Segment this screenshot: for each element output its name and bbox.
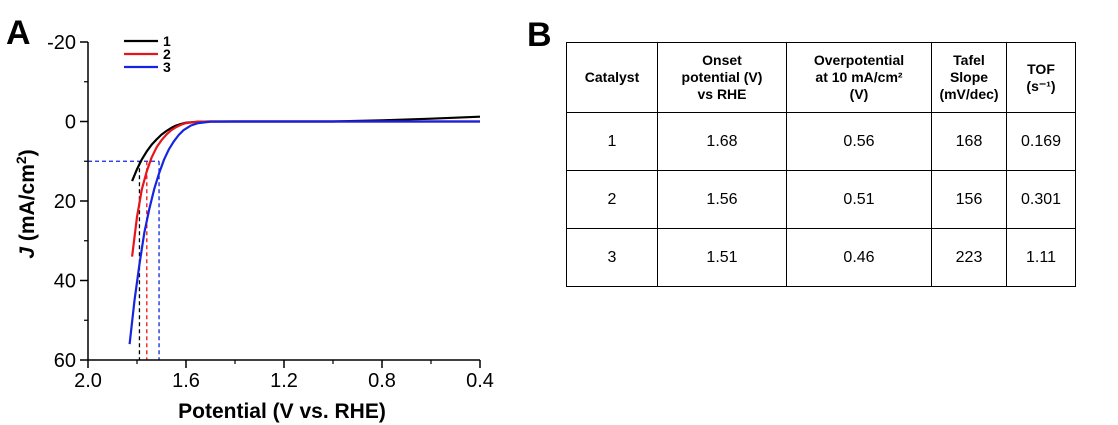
table-cell: 156 — [931, 170, 1007, 229]
header-tafel-slope: Tafel Slope (mV/dec) — [931, 42, 1007, 113]
x-tick-label: 2.0 — [74, 370, 102, 392]
x-tick-label: 1.2 — [270, 370, 298, 392]
table-cell: 1.68 — [657, 112, 787, 171]
legend: 123 — [124, 33, 171, 75]
table-cell: 168 — [931, 112, 1007, 171]
table-cell: 1 — [566, 112, 658, 171]
legend-label-2: 2 — [163, 46, 171, 62]
table-cell: 0.301 — [1006, 170, 1076, 229]
table-cell: 223 — [931, 228, 1007, 287]
table-cell: 3 — [566, 228, 658, 287]
x-tick-label: 0.8 — [368, 370, 396, 392]
x-tick-label: 0.4 — [466, 370, 494, 392]
y-tick-label: 40 — [54, 271, 76, 293]
y-tick-label: 0 — [65, 112, 76, 134]
y-tick-label: -20 — [47, 32, 76, 54]
series-line-2 — [131, 120, 480, 257]
chart-panel-a: A 2.0 1.6 1.2 0.8 0.4 -20 0 20 40 60 Potential (V… — [6, 14, 494, 423]
table-row: 3 1.51 0.46 223 1.11 — [566, 228, 1076, 287]
header-overpotential: Overpotential at 10 mA/cm² (V) — [786, 42, 932, 113]
table-cell: 1.56 — [657, 170, 787, 229]
table-cell: 0.56 — [786, 112, 932, 171]
x-axis-title: Potential (V vs. RHE) — [178, 400, 386, 423]
table-row: 2 1.56 0.51 156 0.301 — [566, 170, 1076, 229]
legend-label-1: 1 — [163, 33, 171, 49]
table-cell: 1.11 — [1006, 228, 1076, 287]
y-tick-label: 60 — [54, 350, 76, 372]
series-line-1 — [131, 115, 481, 182]
table-row: 1 1.68 0.56 168 0.169 — [566, 112, 1076, 171]
plot-area — [88, 115, 481, 360]
panel-a-letter: A — [6, 14, 31, 52]
header-onset-potential: Onset potential (V) vs RHE — [657, 42, 787, 113]
table-cell: 2 — [566, 170, 658, 229]
table-cell: 1.51 — [657, 228, 787, 287]
table-cell: 0.46 — [786, 228, 932, 287]
y-axis-title: J (mA/cm2) — [13, 149, 39, 258]
y-tick-label: 20 — [54, 191, 76, 213]
table-cell: 0.51 — [786, 170, 932, 229]
panel-b-letter: B — [527, 16, 552, 54]
header-tof: TOF (s⁻¹) — [1006, 42, 1076, 113]
results-table: Catalyst Onset potential (V) vs RHE Overpo… — [566, 42, 1076, 287]
header-catalyst: Catalyst — [566, 42, 658, 113]
x-tick-label: 1.6 — [172, 370, 200, 392]
table-cell: 0.169 — [1006, 112, 1076, 171]
table-header-row: Catalyst Onset potential (V) vs RHE Overpo… — [566, 42, 1076, 113]
series-line-3 — [128, 120, 480, 345]
axes: 2.0 1.6 1.2 0.8 0.4 -20 0 20 40 60 — [47, 32, 494, 392]
legend-label-3: 3 — [163, 59, 171, 75]
